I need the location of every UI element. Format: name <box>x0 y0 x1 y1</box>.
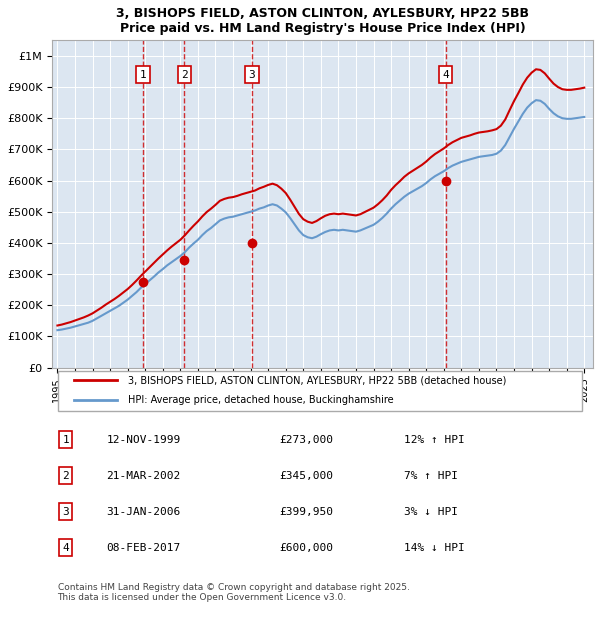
Text: 1: 1 <box>140 69 146 79</box>
Text: 3, BISHOPS FIELD, ASTON CLINTON, AYLESBURY, HP22 5BB (detached house): 3, BISHOPS FIELD, ASTON CLINTON, AYLESBU… <box>128 376 506 386</box>
Text: 3: 3 <box>62 507 69 517</box>
Text: 1: 1 <box>62 435 69 445</box>
Text: HPI: Average price, detached house, Buckinghamshire: HPI: Average price, detached house, Buck… <box>128 395 394 405</box>
Text: £345,000: £345,000 <box>280 471 334 480</box>
Text: 12% ↑ HPI: 12% ↑ HPI <box>404 435 464 445</box>
Text: £273,000: £273,000 <box>280 435 334 445</box>
Text: 3: 3 <box>248 69 256 79</box>
Text: £600,000: £600,000 <box>280 542 334 553</box>
Text: 31-JAN-2006: 31-JAN-2006 <box>106 507 181 517</box>
Text: 08-FEB-2017: 08-FEB-2017 <box>106 542 181 553</box>
Text: 7% ↑ HPI: 7% ↑ HPI <box>404 471 458 480</box>
Text: 21-MAR-2002: 21-MAR-2002 <box>106 471 181 480</box>
Text: 12-NOV-1999: 12-NOV-1999 <box>106 435 181 445</box>
Text: 2: 2 <box>181 69 188 79</box>
Text: £399,950: £399,950 <box>280 507 334 517</box>
Text: 2: 2 <box>62 471 69 480</box>
Text: Contains HM Land Registry data © Crown copyright and database right 2025.
This d: Contains HM Land Registry data © Crown c… <box>58 583 409 602</box>
Text: 14% ↓ HPI: 14% ↓ HPI <box>404 542 464 553</box>
Title: 3, BISHOPS FIELD, ASTON CLINTON, AYLESBURY, HP22 5BB
Price paid vs. HM Land Regi: 3, BISHOPS FIELD, ASTON CLINTON, AYLESBU… <box>116 7 529 35</box>
Text: 4: 4 <box>442 69 449 79</box>
Text: 4: 4 <box>62 542 69 553</box>
Text: 3% ↓ HPI: 3% ↓ HPI <box>404 507 458 517</box>
FancyBboxPatch shape <box>58 371 582 411</box>
